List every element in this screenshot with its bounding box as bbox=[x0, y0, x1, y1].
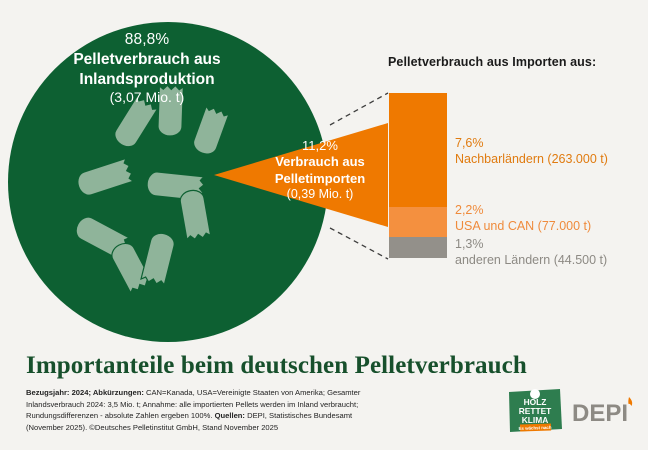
bar-label-neighbours-name: Nachbarländern (263.000 t) bbox=[455, 151, 608, 166]
footnote: Bezugsjahr: 2024; Abkürzungen: CAN=Kanad… bbox=[26, 387, 496, 433]
chart-title: Importanteile beim deutschen Pelletverbr… bbox=[26, 352, 527, 379]
hrk-line2: RETTET bbox=[519, 406, 552, 416]
bar-label-usa-can-percent: 2,2% bbox=[455, 203, 484, 217]
depi-wordmark: DEPI bbox=[572, 400, 628, 427]
footnote-line-1: Bezugsjahr: 2024; Abkürzungen: CAN=Kanad… bbox=[26, 387, 496, 399]
footnote-line-2: Inlandsverbrauch 2024: 3,5 Mio. t; Annah… bbox=[26, 399, 359, 409]
bar-label-neighbours-percent: 7,6% bbox=[455, 136, 484, 150]
wood-pellets-illustration bbox=[75, 84, 230, 295]
footnote-line-1-rest: CAN=Kanada, USA=Vereinigte Staaten von A… bbox=[143, 388, 361, 397]
bar-label-others-percent: 1,3% bbox=[455, 237, 484, 251]
bar-label-others-name: anderen Ländern (44.500 t) bbox=[455, 252, 608, 267]
bar-segment-neighbours bbox=[389, 93, 447, 207]
bar-label-others: 1,3% anderen Ländern (44.500 t) bbox=[455, 237, 607, 268]
footnote-line-3-bold: Quellen: bbox=[214, 411, 245, 421]
hrk-tag: Es wächst nach bbox=[518, 425, 551, 431]
bar-chart-heading: Pelletverbrauch aus Importen aus: bbox=[388, 55, 597, 69]
import-origin-bar bbox=[389, 93, 447, 258]
bar-label-usa-can: 2,2% USA und CAN (77.000 t) bbox=[455, 203, 591, 234]
hrk-line1: HOLZ bbox=[524, 397, 547, 407]
connector-bottom bbox=[329, 227, 389, 260]
connector-top bbox=[329, 92, 389, 126]
footnote-line-4: (November 2025). ©Deutsches Pelletinstit… bbox=[26, 422, 279, 432]
bar-label-usa-can-name: USA und CAN (77.000 t) bbox=[455, 218, 592, 233]
footnote-line-3-rest: DEPI, Statistisches Bundesamt bbox=[244, 411, 353, 421]
bar-segment-usa-can bbox=[389, 207, 447, 238]
bar-label-neighbours: 7,6% Nachbarländern (263.000 t) bbox=[455, 136, 608, 167]
hrk-line3: KLIMA bbox=[522, 415, 549, 425]
footnote-line-3-a: Rundungsdifferenzen - absolute Zahlen er… bbox=[26, 411, 215, 421]
pie-slice-imports bbox=[214, 123, 388, 227]
footnote-line-1-bold: Bezugsjahr: 2024; Abkürzungen: bbox=[26, 388, 144, 397]
holz-rettet-klima-logo: HOLZ RETTET KLIMA Es wächst nach bbox=[509, 389, 562, 432]
depi-flame-icon bbox=[628, 397, 633, 406]
depi-logo: DEPI bbox=[572, 397, 633, 427]
footnote-line-3: Rundungsdifferenzen - absolute Zahlen er… bbox=[26, 410, 496, 422]
bar-segment-others bbox=[389, 237, 447, 258]
